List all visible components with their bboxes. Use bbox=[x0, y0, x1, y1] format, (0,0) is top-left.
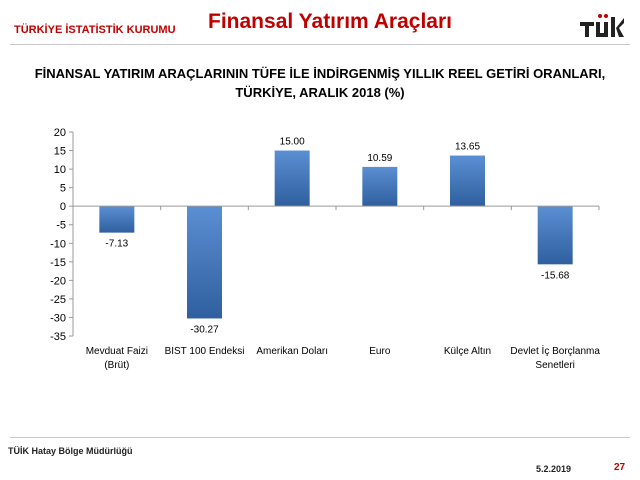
category-label: Euro bbox=[369, 346, 391, 357]
slide-title: Finansal Yatırım Araçları bbox=[208, 10, 452, 33]
tuik-logo bbox=[580, 14, 624, 37]
y-tick-label: -30 bbox=[50, 312, 66, 324]
y-tick-label: -35 bbox=[50, 331, 66, 343]
y-tick-label: 20 bbox=[54, 127, 66, 139]
page-number: 27 bbox=[614, 462, 626, 473]
y-tick-label: 10 bbox=[54, 164, 66, 176]
y-tick-label: 15 bbox=[54, 146, 66, 158]
y-tick-label: 0 bbox=[60, 201, 66, 213]
category-label: Külçe Altın bbox=[444, 346, 491, 357]
footer-date: 5.2.2019 bbox=[536, 464, 572, 474]
organization-name: TÜRKİYE İSTATİSTİK KURUMU bbox=[14, 24, 176, 36]
bar bbox=[99, 206, 135, 233]
header-divider bbox=[10, 44, 630, 45]
bar-value-label: -7.13 bbox=[105, 239, 128, 250]
bar-value-label: -15.68 bbox=[541, 270, 570, 281]
chart-title-line-1: FİNANSAL YATIRIM ARAÇLARININ TÜFE İLE İN… bbox=[34, 66, 606, 81]
bar bbox=[362, 166, 398, 207]
bar-value-label: 13.65 bbox=[455, 142, 480, 153]
bar-value-label: -30.27 bbox=[190, 324, 219, 335]
bar bbox=[537, 206, 573, 265]
chart-title: FİNANSAL YATIRIM ARAÇLARININ TÜFE İLE İN… bbox=[20, 64, 620, 102]
y-tick-label: -15 bbox=[50, 257, 66, 269]
y-tick-label: -10 bbox=[50, 238, 66, 250]
bar-value-label: 10.59 bbox=[367, 153, 392, 164]
category-label: Devlet İç Borçlanma Senetleri bbox=[510, 344, 600, 371]
category-label: BIST 100 Endeksi bbox=[165, 346, 245, 357]
bar bbox=[274, 150, 310, 207]
y-tick-label: 5 bbox=[60, 183, 66, 195]
bar bbox=[187, 206, 222, 319]
category-label: Mevduat Faizi (Brüt) bbox=[86, 346, 148, 371]
footer-office-name: TÜİK Hatay Bölge Müdürlüğü bbox=[8, 446, 133, 456]
y-tick-label: -25 bbox=[50, 294, 66, 306]
y-tick-label: -20 bbox=[50, 275, 66, 287]
footer-divider bbox=[10, 437, 630, 438]
chart-title-line-2: TÜRKİYE, ARALIK 2018 (%) bbox=[235, 85, 405, 100]
bar-value-label: 15.00 bbox=[280, 137, 305, 148]
y-tick-label: -5 bbox=[56, 220, 66, 232]
category-label: Amerikan Doları bbox=[256, 346, 328, 357]
bar bbox=[450, 155, 485, 207]
